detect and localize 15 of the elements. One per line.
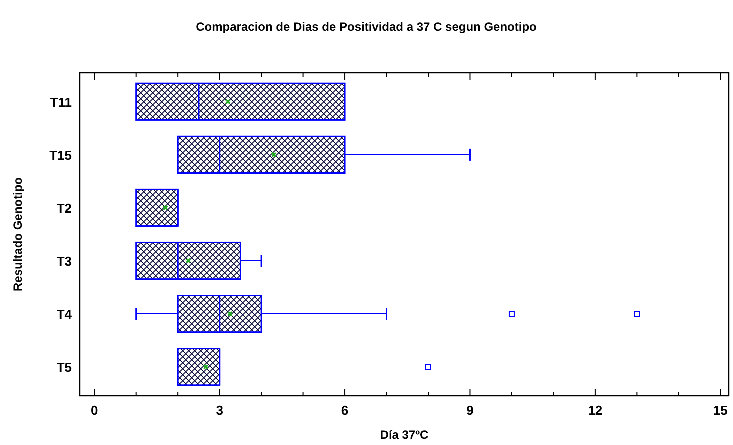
y-tick-label: T15 xyxy=(50,148,72,163)
x-tick-label: 9 xyxy=(466,403,474,418)
y-tick-label: T3 xyxy=(56,254,72,270)
x-tick-label: 12 xyxy=(588,403,603,418)
x-axis-title: Día 37ºC xyxy=(380,428,430,442)
x-tick-label: 6 xyxy=(341,403,349,418)
x-tick-label: 3 xyxy=(216,403,224,418)
y-tick-label: T5 xyxy=(56,360,72,376)
y-tick-label: T2 xyxy=(56,200,72,216)
x-tick-label: 0 xyxy=(90,403,98,418)
y-axis-title: Resultado Genotipo xyxy=(11,178,25,292)
chart-title: Comparacion de Dias de Positividad a 37 C segun Genotipo xyxy=(196,20,537,34)
y-tick-label: T4 xyxy=(56,307,73,322)
x-tick-label: 15 xyxy=(713,403,728,418)
y-tick-label: T11 xyxy=(50,94,72,110)
